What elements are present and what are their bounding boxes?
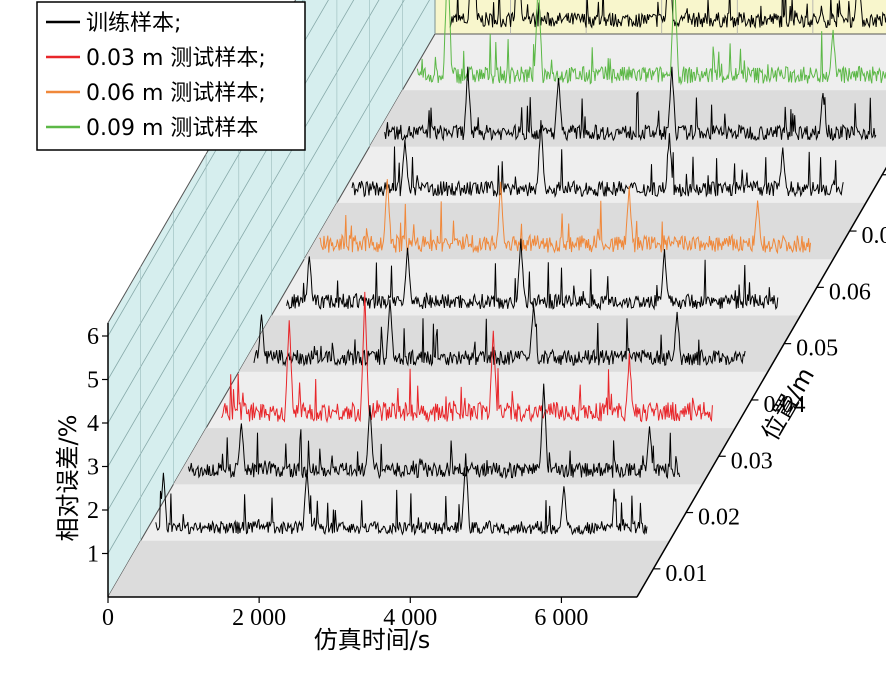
series-line-0.01	[155, 453, 648, 536]
z-tick-label: 0.05	[796, 336, 838, 362]
y-tick-label: 2	[87, 498, 99, 524]
x-tick-label: 0	[102, 605, 114, 631]
z-axis-line	[636, 166, 886, 598]
y-tick-label: 4	[87, 411, 99, 437]
x-tick-label: 4 000	[383, 605, 437, 631]
legend-label-test-006: 0.06 m 测试样本;	[86, 81, 266, 106]
legend-box	[36, 1, 306, 151]
y-axis-title: 相对误差/%	[54, 415, 82, 542]
legend-label-test-009: 0.09 m 测试样本	[86, 116, 258, 141]
series-line-0.06	[319, 179, 811, 255]
series-layer	[155, 0, 886, 536]
series-line-0.09	[416, 0, 886, 86]
floor-band	[108, 540, 670, 597]
y-tick-label: 5	[87, 368, 99, 394]
x-tick-label: 6 000	[534, 605, 588, 631]
z-tick-label: 0.06	[829, 279, 871, 305]
x-axis-title: 仿真时间/s	[314, 626, 431, 654]
z-tick-label: 0.01	[665, 561, 707, 587]
legend-label-training: 训练样本;	[86, 11, 181, 36]
series-line-0.02	[188, 383, 681, 480]
z-tick-label: 0.04	[763, 392, 805, 418]
z-tick-label: 0.02	[698, 505, 740, 531]
x-tick-label: 2 000	[232, 605, 286, 631]
grid-line-y	[107, 0, 329, 380]
chart-axes: 0 2 000 4 000 6 000 1 2 3 4 5 6 0.01 0.02 0.03 0.04 0.…	[87, 166, 886, 631]
grid-line-y	[107, 0, 380, 467]
grid-line-y	[107, 0, 405, 511]
y-tick-label: 1	[87, 542, 99, 568]
grid-line-y	[107, 0, 430, 554]
legend: 训练样本; 0.03 m 测试样本; 0.06 m 测试样本; 0.09 m 测…	[36, 1, 306, 151]
grid-line-y	[107, 0, 355, 424]
series-line-0.04	[253, 299, 746, 367]
y-tick-label: 3	[87, 455, 99, 481]
series-line-0.03	[220, 291, 713, 424]
y-tick-label: 6	[87, 324, 99, 350]
floor-band	[304, 202, 866, 260]
legend-label-test-003: 0.03 m 测试样本;	[86, 46, 266, 71]
z-tick-label: 0.03	[731, 448, 773, 474]
series-line-0.10	[449, 0, 886, 29]
series-line-0.07	[351, 120, 844, 199]
series-line-0.08	[384, 66, 877, 142]
floor-band	[238, 315, 801, 372]
series-line-0.05	[286, 238, 779, 311]
z-tick-label: 0.07	[862, 223, 886, 249]
back-wall	[434, 0, 886, 35]
